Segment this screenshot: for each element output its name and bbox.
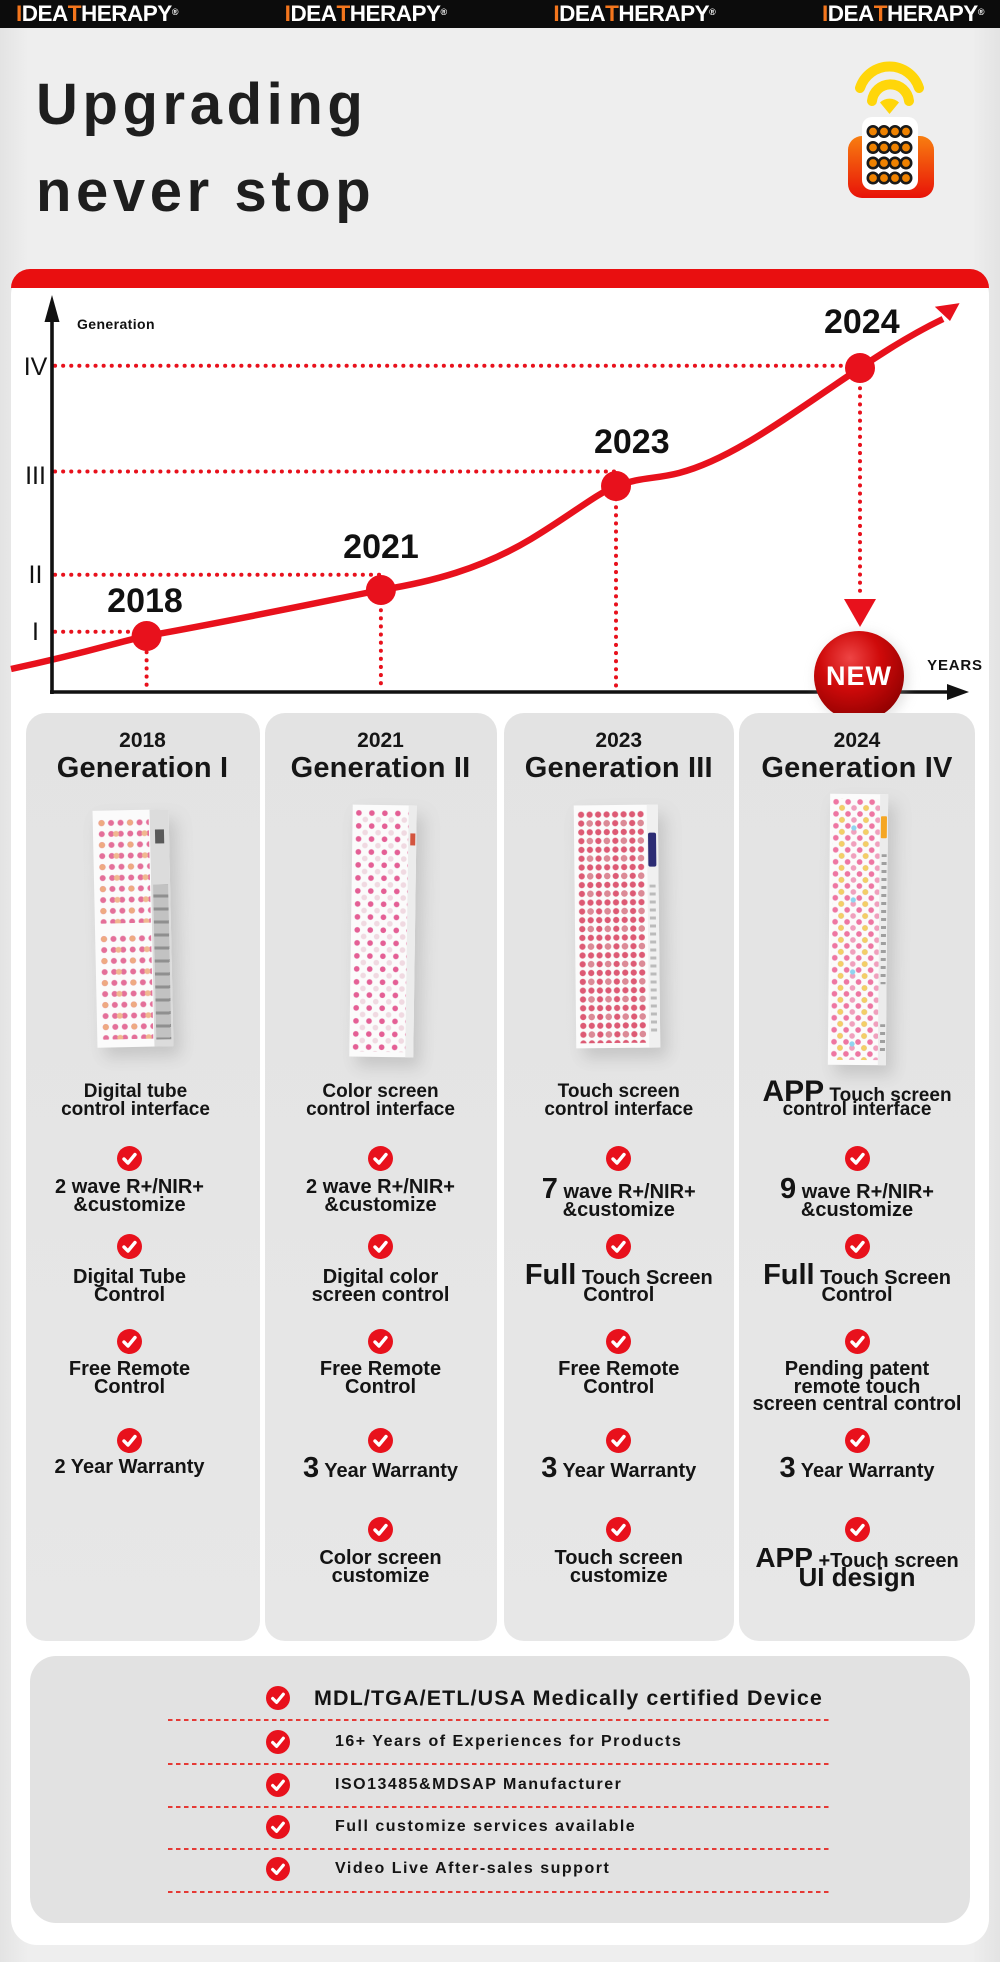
svg-text:Generation: Generation	[77, 316, 155, 332]
svg-text:IV: IV	[24, 353, 48, 381]
svg-text:2023: 2023	[594, 423, 670, 461]
svg-text:III: III	[25, 462, 46, 490]
svg-text:YEARS: YEARS	[927, 657, 983, 674]
svg-text:2021: 2021	[343, 528, 419, 566]
svg-text:2018: 2018	[107, 582, 183, 620]
svg-text:I: I	[32, 618, 39, 646]
svg-text:2024: 2024	[824, 303, 900, 341]
svg-text:II: II	[29, 561, 43, 589]
svg-text:NEW: NEW	[826, 661, 892, 691]
